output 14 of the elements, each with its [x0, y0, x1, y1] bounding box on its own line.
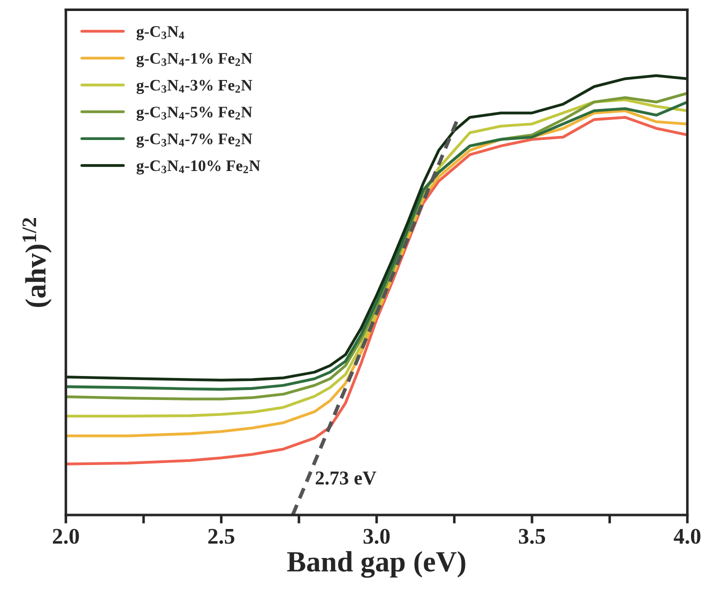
y-axis-title: (ahv)$^{1/2}$: [22, 218, 52, 308]
legend-label: g-C$_{3}$N$_{4}$-1% Fe$_{2}$N: [136, 53, 252, 68]
legend-label: g-C$_{3}$N$_{4}$-7% Fe$_{2}$N: [136, 134, 252, 148]
annotation: 2.73 eV: [316, 472, 376, 485]
x-tick-label: 3.5: [518, 528, 546, 544]
x-tick-label: 2.0: [52, 528, 79, 544]
x-tick-label: 3.0: [364, 528, 390, 544]
legend-label: g-C$_{3}$N$_{4}$-10% Fe$_{2}$N: [136, 160, 260, 174]
legend-label: g-C$_{3}$N$_{4}$-3% Fe$_{2}$N: [136, 80, 252, 94]
x-axis-title: Band gap (eV): [287, 551, 466, 578]
legend-label: g-C$_{3}$N$_{4}$: [136, 26, 184, 40]
x-tick-label: 2.5: [208, 528, 234, 544]
x-tick-label: 4.0: [674, 528, 700, 544]
legend-label: g-C$_{3}$N$_{4}$-5% Fe$_{2}$N: [136, 106, 252, 121]
